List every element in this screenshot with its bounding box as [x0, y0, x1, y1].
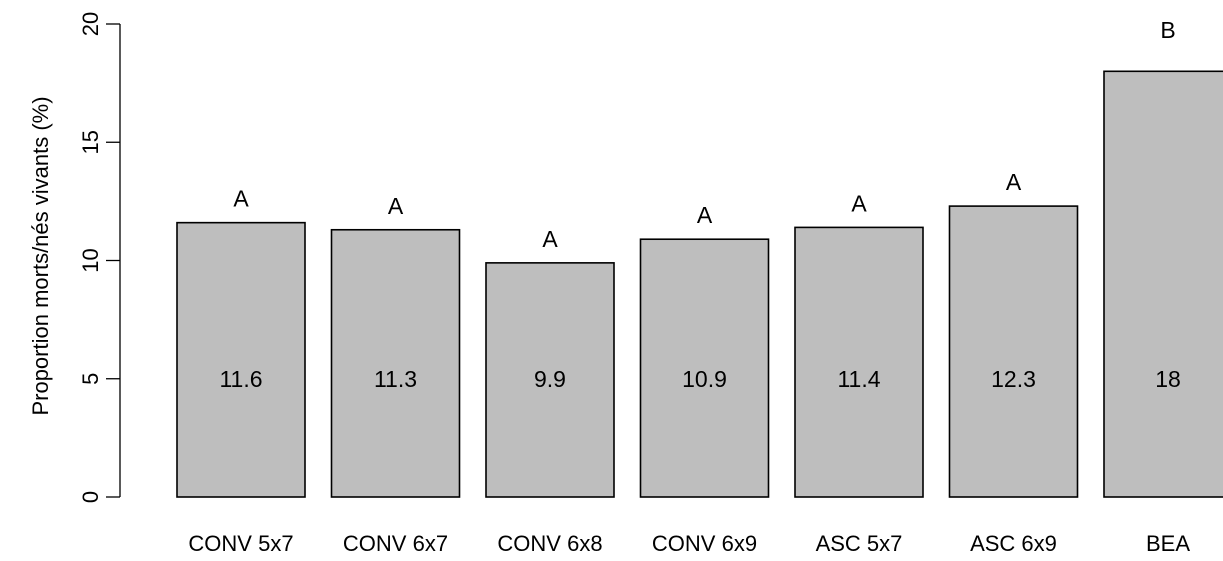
bar-value-label: 9.9 [534, 366, 566, 392]
significance-letter: B [1160, 17, 1175, 43]
x-category-label: ASC 5x7 [816, 531, 903, 556]
significance-letter: A [388, 193, 404, 219]
bar-2 [330, 228, 461, 498]
bar-value-label: 11.3 [374, 366, 417, 392]
bar-value-label: 11.6 [219, 366, 262, 392]
bar-value-label: 10.9 [682, 366, 727, 392]
significance-letter: A [542, 226, 558, 252]
bar-7 [1103, 70, 1223, 498]
x-category-label: CONV 6x8 [497, 531, 602, 556]
bar-6 [948, 205, 1079, 498]
x-category-label: BEA [1146, 531, 1190, 556]
y-tick-label: 0 [78, 491, 103, 503]
y-tick-label: 10 [78, 248, 103, 272]
y-tick-label: 20 [78, 12, 103, 36]
bar-value-label: 11.4 [837, 366, 880, 392]
bar-5 [794, 226, 924, 498]
category-labels-group: CONV 5x7 CONV 6x7 CONV 6x8 CONV 6x9 ASC 5x7 A… [188, 531, 1190, 556]
bar-3 [485, 262, 615, 498]
y-tick-label: 15 [78, 130, 103, 154]
significance-letter: A [233, 186, 249, 212]
y-tick-label: 5 [78, 373, 103, 385]
significance-letter: A [851, 190, 867, 216]
bars-group [176, 70, 1223, 498]
bar-value-label: 12.3 [991, 366, 1036, 392]
x-category-label: CONV 5x7 [188, 531, 293, 556]
bar-value-label: 18 [1155, 366, 1181, 392]
y-axis-title: Proportion morts/nés vivants (%) [28, 96, 53, 415]
significance-letters-group: A A A A A A B [233, 17, 1175, 252]
bar-4 [639, 238, 770, 498]
significance-letter: A [1006, 169, 1022, 195]
x-category-label: CONV 6x9 [652, 531, 757, 556]
x-category-label: ASC 6x9 [970, 531, 1057, 556]
value-labels-group: 11.6 11.3 9.9 10.9 11.4 12.3 18 [219, 366, 1180, 392]
x-category-label: CONV 6x7 [343, 531, 448, 556]
bar-1 [176, 221, 306, 498]
y-axis: 0 5 10 15 20 [78, 12, 121, 503]
significance-letter: A [697, 202, 713, 228]
